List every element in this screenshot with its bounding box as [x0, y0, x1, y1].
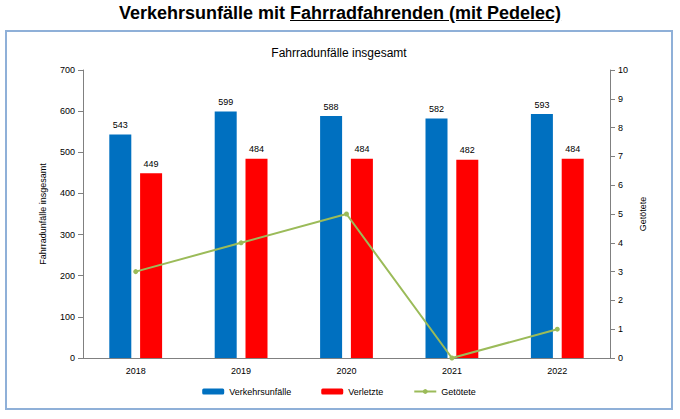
svg-text:10: 10	[618, 65, 628, 75]
svg-text:2019: 2019	[231, 366, 251, 376]
svg-text:7: 7	[618, 151, 623, 161]
svg-text:2021: 2021	[442, 366, 462, 376]
svg-text:6: 6	[618, 180, 623, 190]
svg-text:543: 543	[113, 120, 128, 130]
svg-text:Getötete: Getötete	[441, 387, 476, 397]
svg-text:484: 484	[249, 144, 264, 154]
svg-text:Fahrradunfälle insgesamt: Fahrradunfälle insgesamt	[38, 163, 48, 265]
svg-text:582: 582	[429, 104, 444, 114]
svg-text:300: 300	[60, 230, 75, 240]
svg-text:1: 1	[618, 324, 623, 334]
svg-text:5: 5	[618, 209, 623, 219]
svg-text:482: 482	[460, 145, 475, 155]
svg-text:700: 700	[60, 65, 75, 75]
svg-text:2: 2	[618, 295, 623, 305]
svg-text:484: 484	[354, 144, 369, 154]
html-text:Verkehrsunfälle mit Fahrradfah: Verkehrsunfälle mit Fahrradfahrenden (mi…	[118, 3, 562, 23]
svg-text:200: 200	[60, 271, 75, 281]
svg-text:588: 588	[324, 102, 339, 112]
svg-text:2020: 2020	[336, 366, 356, 376]
svg-text:599: 599	[218, 97, 233, 107]
svg-text:593: 593	[534, 100, 549, 110]
svg-text:600: 600	[60, 106, 75, 116]
svg-text:Verletzte: Verletzte	[348, 387, 383, 397]
svg-text:9: 9	[618, 94, 623, 104]
svg-text:484: 484	[565, 144, 580, 154]
svg-text:4: 4	[618, 238, 623, 248]
svg-text:2022: 2022	[547, 366, 567, 376]
svg-text:Verkehrsunfälle: Verkehrsunfälle	[229, 387, 291, 397]
svg-text:0: 0	[618, 353, 623, 363]
svg-text:Getötete: Getötete	[638, 197, 648, 232]
svg-text:2018: 2018	[126, 366, 146, 376]
svg-text:100: 100	[60, 312, 75, 322]
svg-text:400: 400	[60, 188, 75, 198]
svg-text:449: 449	[144, 159, 159, 169]
svg-text:0: 0	[70, 353, 75, 363]
svg-text:8: 8	[618, 123, 623, 133]
svg-text:Fahrradunfälle insgesamt: Fahrradunfälle insgesamt	[271, 46, 407, 60]
svg-text:3: 3	[618, 267, 623, 277]
svg-text:500: 500	[60, 147, 75, 157]
